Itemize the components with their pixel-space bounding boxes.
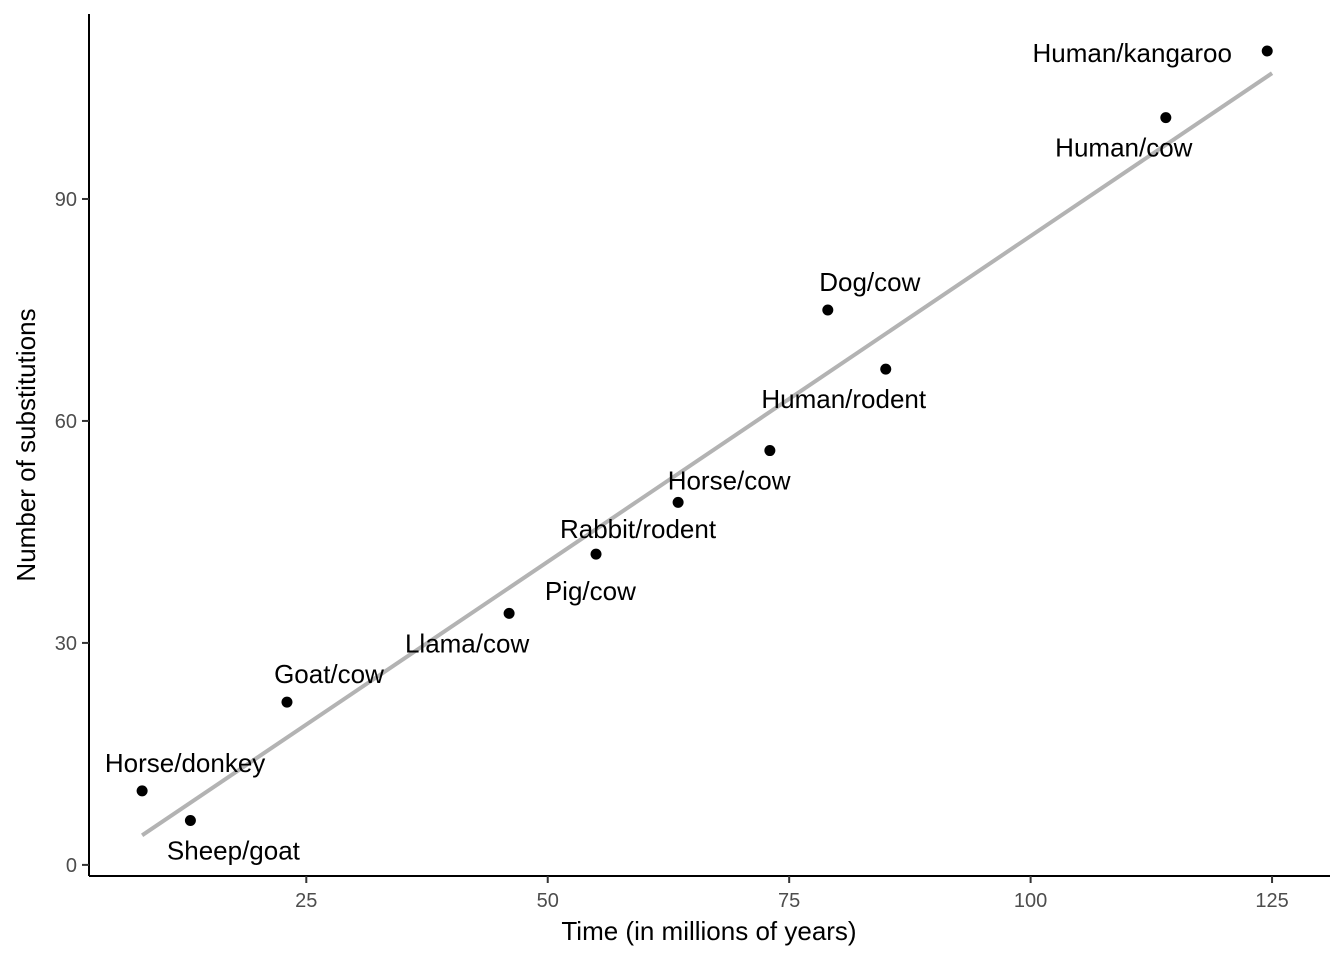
point-label: Human/cow xyxy=(1055,133,1192,163)
y-tick-label: 30 xyxy=(55,633,77,655)
point-labels-layer: Horse/donkey Sheep/goat Goat/cow Llama/cow R… xyxy=(105,38,1232,866)
axes-layer xyxy=(88,14,1330,877)
point-label: Dog/cow xyxy=(819,267,920,297)
point-label: Horse/cow xyxy=(668,465,791,495)
x-axis-title: Time (in millions of years) xyxy=(561,916,856,946)
point-label: Human/rodent xyxy=(761,384,927,414)
y-tick-label: 60 xyxy=(55,411,77,433)
point-label: Llama/cow xyxy=(405,628,529,658)
x-tick-label: 75 xyxy=(778,890,800,912)
point-label: Rabbit/rodent xyxy=(560,514,717,544)
x-tick-label: 125 xyxy=(1255,890,1288,912)
x-tick-label: 100 xyxy=(1014,890,1047,912)
data-point xyxy=(880,363,892,375)
points-layer xyxy=(136,45,1273,827)
data-point xyxy=(1261,45,1273,57)
y-tick-label: 90 xyxy=(55,189,77,211)
x-tick-label: 25 xyxy=(295,890,317,912)
point-label: Horse/donkey xyxy=(105,748,265,778)
point-label: Pig/cow xyxy=(545,576,636,606)
y-ticks: 0 30 60 90 xyxy=(55,189,89,877)
data-point xyxy=(281,696,293,708)
point-label: Sheep/goat xyxy=(167,836,301,866)
x-tick-label: 50 xyxy=(537,890,559,912)
data-point xyxy=(822,304,834,316)
data-point xyxy=(184,815,196,827)
y-tick-label: 0 xyxy=(66,855,77,877)
data-point xyxy=(764,445,776,457)
x-ticks: 25 50 75 100 125 xyxy=(295,876,1289,912)
point-label: Human/kangaroo xyxy=(1032,38,1231,68)
fit-line-layer xyxy=(140,71,1274,837)
y-axis-title: Number of substitutions xyxy=(11,308,41,581)
data-point xyxy=(672,496,684,508)
data-point xyxy=(1160,112,1172,124)
point-label: Goat/cow xyxy=(274,659,384,689)
data-point xyxy=(136,785,148,797)
data-point xyxy=(590,548,602,560)
data-point xyxy=(503,607,515,619)
fit-line xyxy=(140,71,1274,837)
